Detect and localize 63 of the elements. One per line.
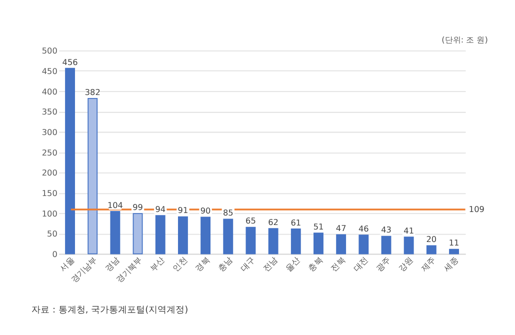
- x-tick-label: 전북: [328, 254, 347, 274]
- bar: [336, 234, 346, 254]
- text: 자료 : 통계청, 국가통계포털(지역계정): [32, 306, 188, 316]
- data-label: 20: [426, 234, 437, 244]
- bar: [268, 228, 278, 254]
- data-label: 43: [381, 224, 392, 235]
- x-tick-label: 울산: [283, 254, 302, 274]
- bar: [88, 98, 98, 254]
- bar: [314, 232, 324, 254]
- data-label: 11: [448, 238, 460, 248]
- y-tick-label: 350: [42, 106, 58, 117]
- data-label: 104: [107, 200, 123, 210]
- data-label: 85: [222, 208, 234, 218]
- data-label: 61: [290, 217, 302, 228]
- data-label: 46: [358, 223, 369, 234]
- ref-line-label: 109: [468, 204, 484, 214]
- y-tick-label: 100: [42, 208, 58, 218]
- x-tick-label: 전남: [260, 254, 280, 274]
- x-tick-label: 인천: [170, 254, 189, 274]
- bar: [404, 236, 414, 254]
- x-tick-label: 부산: [148, 254, 166, 274]
- bar: [290, 228, 301, 254]
- bar: [246, 226, 256, 254]
- x-tick-label: 세종: [442, 254, 460, 274]
- bar: [110, 211, 120, 254]
- y-tick-label: 200: [42, 168, 58, 178]
- data-label: 91: [178, 205, 188, 216]
- y-tick-label: 0: [52, 248, 58, 259]
- y-tick-label: 500: [42, 46, 58, 56]
- x-tick-label: 충북: [306, 254, 324, 274]
- bar: [358, 234, 369, 254]
- data-label: 41: [404, 226, 414, 236]
- x-tick-label: 광주: [374, 254, 392, 274]
- y-tick-label: 400: [42, 86, 58, 96]
- data-label: 94: [155, 204, 166, 214]
- y-tick-label: 450: [42, 66, 58, 76]
- data-label: 47: [336, 223, 346, 234]
- y-tick-label: 50: [47, 228, 58, 239]
- data-label: 382: [84, 86, 100, 97]
- x-tick-label: 충남: [216, 254, 234, 274]
- bar: [449, 248, 459, 254]
- bar: [200, 216, 211, 254]
- data-label: 62: [268, 216, 278, 227]
- y-tick-label: 150: [42, 188, 58, 198]
- data-label: 456: [62, 56, 78, 67]
- bar: [178, 216, 188, 254]
- data-label: 99: [132, 202, 143, 212]
- bar: [223, 218, 234, 254]
- x-tick-label: 강원: [396, 254, 415, 274]
- x-tick-label: 경북: [193, 254, 212, 274]
- y-tick-label: 300: [42, 126, 58, 137]
- bar: [426, 245, 436, 254]
- text: (단위: 조 원): [442, 34, 488, 44]
- bar: [65, 68, 75, 254]
- data-label: 51: [313, 221, 324, 232]
- x-tick-label: 대전: [351, 254, 370, 274]
- x-tick-label: 제주: [418, 254, 438, 274]
- y-tick-label: 250: [42, 147, 58, 158]
- data-label: 65: [246, 216, 256, 226]
- data-label: 90: [200, 206, 211, 216]
- bar: [381, 236, 392, 254]
- bar: [132, 213, 143, 254]
- x-tick-label: 대구: [238, 254, 257, 274]
